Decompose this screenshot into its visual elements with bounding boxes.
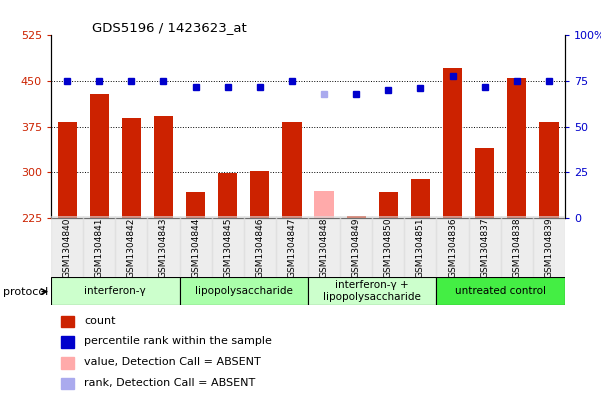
Bar — [212, 216, 244, 277]
Text: GSM1304848: GSM1304848 — [320, 217, 329, 278]
Bar — [90, 94, 109, 218]
Bar — [410, 179, 430, 218]
Text: GSM1304836: GSM1304836 — [448, 217, 457, 278]
Text: lipopolysaccharide: lipopolysaccharide — [195, 286, 293, 296]
Text: count: count — [85, 316, 116, 326]
Text: GSM1304847: GSM1304847 — [287, 217, 296, 278]
Bar — [507, 78, 526, 218]
Bar — [122, 118, 141, 218]
Bar — [436, 216, 469, 277]
Bar — [340, 216, 372, 277]
Text: GSM1304837: GSM1304837 — [480, 217, 489, 278]
Bar — [314, 191, 334, 218]
Text: percentile rank within the sample: percentile rank within the sample — [85, 336, 272, 346]
Text: rank, Detection Call = ABSENT: rank, Detection Call = ABSENT — [85, 378, 256, 387]
Text: protocol: protocol — [3, 286, 48, 297]
Bar — [372, 216, 404, 277]
Text: GDS5196 / 1423623_at: GDS5196 / 1423623_at — [92, 21, 247, 34]
Bar — [308, 277, 436, 305]
Text: GSM1304841: GSM1304841 — [95, 217, 104, 278]
Bar — [347, 216, 366, 218]
Bar — [539, 122, 558, 218]
Text: value, Detection Call = ABSENT: value, Detection Call = ABSENT — [85, 357, 261, 367]
Text: GSM1304843: GSM1304843 — [159, 217, 168, 278]
Text: GSM1304839: GSM1304839 — [545, 217, 554, 278]
Bar — [218, 173, 237, 218]
Text: GSM1304849: GSM1304849 — [352, 217, 361, 278]
Bar — [180, 216, 212, 277]
Bar — [83, 216, 115, 277]
Bar — [147, 216, 180, 277]
Bar — [308, 216, 340, 277]
Bar — [51, 277, 180, 305]
Text: GSM1304845: GSM1304845 — [223, 217, 232, 278]
Text: GSM1304842: GSM1304842 — [127, 217, 136, 278]
Text: interferon-γ +
lipopolysaccharide: interferon-γ + lipopolysaccharide — [323, 280, 421, 301]
Bar — [379, 192, 398, 218]
Bar — [533, 216, 565, 277]
Text: GSM1304846: GSM1304846 — [255, 217, 264, 278]
Bar — [404, 216, 436, 277]
Bar — [51, 216, 83, 277]
Bar — [475, 148, 494, 218]
Bar — [58, 122, 77, 218]
Text: interferon-γ: interferon-γ — [85, 286, 146, 296]
Text: untreated control: untreated control — [455, 286, 546, 296]
Bar — [469, 216, 501, 277]
Bar — [154, 116, 173, 218]
Bar — [61, 378, 74, 389]
Bar — [61, 316, 74, 327]
Bar — [186, 192, 205, 218]
Bar — [282, 122, 302, 218]
Bar — [443, 68, 462, 218]
Bar — [244, 216, 276, 277]
Bar — [276, 216, 308, 277]
Bar — [501, 216, 533, 277]
Text: GSM1304844: GSM1304844 — [191, 217, 200, 278]
Text: GSM1304850: GSM1304850 — [384, 217, 393, 278]
Bar — [180, 277, 308, 305]
Bar — [61, 357, 74, 369]
Bar — [250, 171, 269, 218]
Text: GSM1304851: GSM1304851 — [416, 217, 425, 278]
Bar — [436, 277, 565, 305]
Bar — [61, 336, 74, 348]
Text: GSM1304840: GSM1304840 — [63, 217, 72, 278]
Text: GSM1304838: GSM1304838 — [512, 217, 521, 278]
Bar — [115, 216, 147, 277]
